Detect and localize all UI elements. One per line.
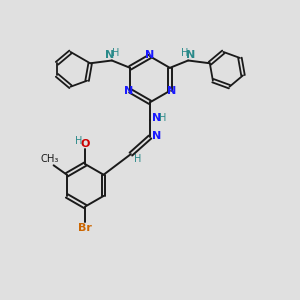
Text: CH₃: CH₃	[40, 154, 59, 164]
Text: N: N	[167, 86, 176, 96]
Text: N: N	[124, 86, 133, 96]
Text: N: N	[152, 130, 161, 141]
Text: N: N	[105, 50, 114, 60]
Text: H: H	[181, 47, 188, 58]
Text: H: H	[112, 47, 119, 58]
Text: H: H	[75, 136, 82, 146]
Text: O: O	[80, 139, 90, 148]
Text: Br: Br	[78, 223, 92, 233]
Text: H: H	[159, 112, 166, 123]
Text: N: N	[186, 50, 195, 60]
Text: N: N	[146, 50, 154, 61]
Text: N: N	[152, 112, 161, 123]
Text: H: H	[134, 154, 141, 164]
